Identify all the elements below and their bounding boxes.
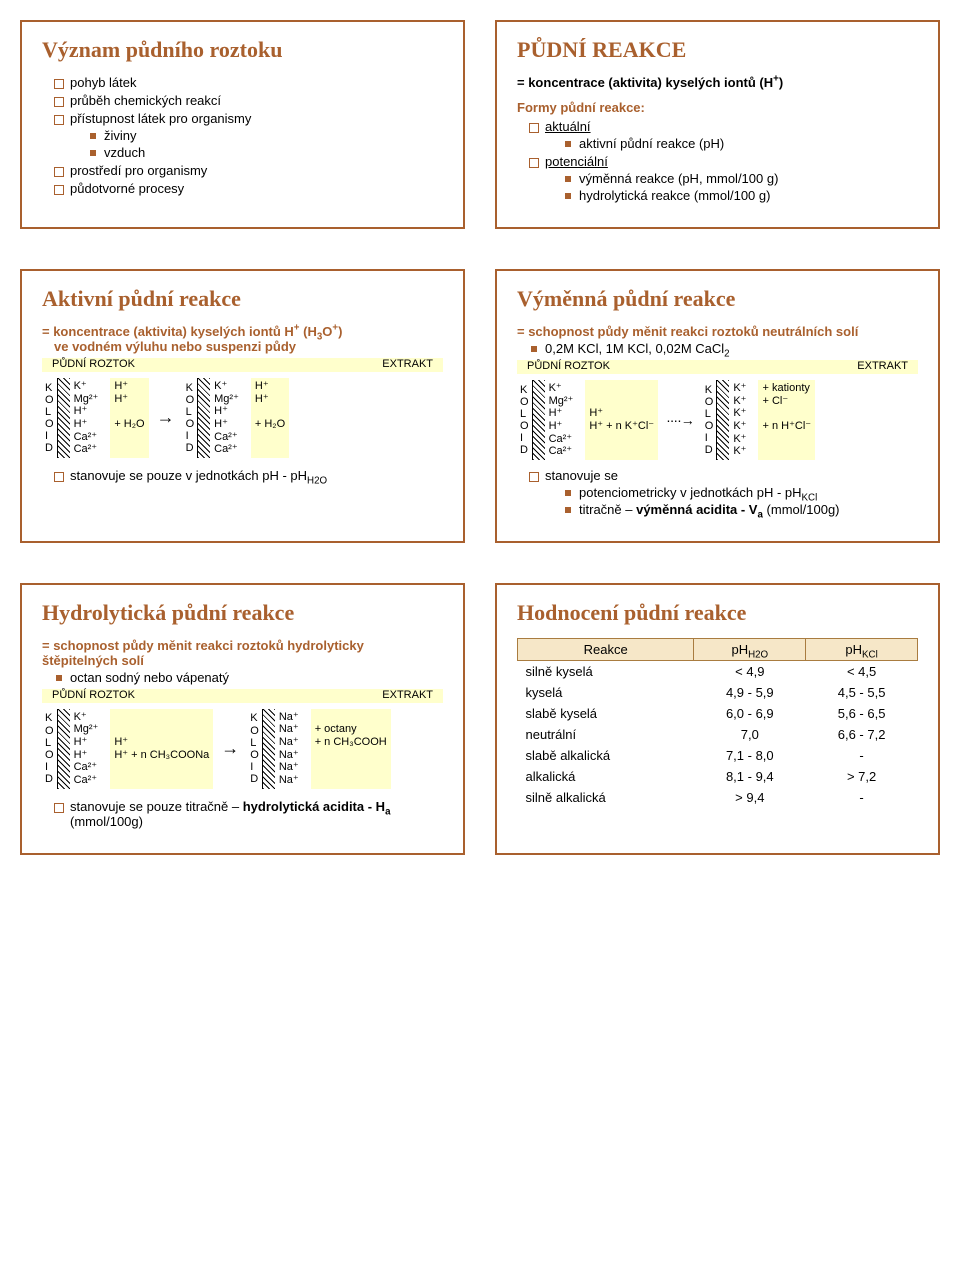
item: živiny (90, 128, 443, 143)
rating-table: Reakce pHH2O pHKCl silně kyselá< 4,9< 4,… (517, 638, 918, 808)
table-row: alkalická8,1 - 9,4> 7,2 (518, 766, 918, 787)
item: aktivní půdní reakce (pH) (565, 136, 918, 151)
table-row: neutrální7,06,6 - 7,2 (518, 724, 918, 745)
table-body: silně kyselá< 4,9< 4,5kyselá4,9 - 5,94,5… (518, 660, 918, 808)
text: přístupnost látek pro organismy (70, 111, 251, 126)
notes: stanovuje se potenciometricky v jednotká… (529, 468, 918, 517)
title: Výměnná půdní reakce (517, 286, 918, 312)
title: Hydrolytická půdní reakce (42, 600, 443, 626)
list: pohyb látek průběh chemických reakcí pří… (54, 75, 443, 196)
item: půdotvorné procesy (54, 181, 443, 196)
title: Hodnocení půdní reakce (517, 600, 918, 626)
panel-pudni-reakce: PŮDNÍ REAKCE = koncentrace (aktivita) ky… (495, 20, 940, 229)
panel-vyznam: Význam půdního roztoku pohyb látek průbě… (20, 20, 465, 229)
labels: PŮDNÍ ROZTOK EXTRAKT (42, 689, 443, 703)
arrow-icon: → (221, 738, 239, 759)
item: potenciální výměnná reakce (pH, mmol/100… (529, 154, 918, 203)
table-row: slabě alkalická7,1 - 8,0- (518, 745, 918, 766)
nested: živiny vzduch (90, 128, 443, 160)
extras: H⁺H⁺ + H₂O (110, 378, 148, 458)
slide-grid: Význam půdního roztoku pohyb látek průbě… (20, 20, 940, 855)
labels: PŮDNÍ ROZTOK EXTRAKT (517, 360, 918, 374)
ions: K⁺Mg²⁺H⁺H⁺Ca²⁺Ca²⁺ (70, 378, 103, 458)
item: výměnná reakce (pH, mmol/100 g) (565, 171, 918, 186)
title: PŮDNÍ REAKCE (517, 37, 918, 63)
arrow-icon: → (157, 407, 175, 428)
diagram: KOLOID K⁺Mg²⁺H⁺H⁺Ca²⁺Ca²⁺ H⁺H⁺ + H₂O → K… (42, 378, 443, 458)
table-row: slabě kyselá6,0 - 6,95,6 - 6,5 (518, 703, 918, 724)
def-line2: ve vodném výluhu nebo suspenzi půdy (42, 339, 443, 354)
forms-list: aktuální aktivní půdní reakce (pH) poten… (529, 119, 918, 203)
item: vzduch (90, 145, 443, 160)
item: aktuální aktivní půdní reakce (pH) (529, 119, 918, 151)
labels: PŮDNÍ ROZTOK EXTRAKT (42, 358, 443, 372)
definition: = schopnost půdy měnit reakci roztoků ne… (517, 324, 918, 339)
k-label: KOLOID (42, 378, 58, 458)
panel-hodnoceni: Hodnocení půdní reakce Reakce pHH2O pHKC… (495, 583, 940, 855)
diagram: KOLOID K⁺Mg²⁺H⁺H⁺Ca²⁺Ca²⁺ H⁺H⁺ + n CH₃CO… (42, 709, 443, 789)
definition: = koncentrace (aktivita) kyselých iontů … (42, 324, 443, 339)
item: pohyb látek (54, 75, 443, 90)
panel-hydrolyticka: Hydrolytická půdní reakce = schopnost pů… (20, 583, 465, 855)
arrow-dashed-icon: ····→ (666, 412, 694, 428)
panel-vymenna: Výměnná půdní reakce = schopnost půdy mě… (495, 269, 940, 543)
table-row: silně kyselá< 4,9< 4,5 (518, 660, 918, 682)
item: hydrolytická reakce (mmol/100 g) (565, 188, 918, 203)
item: octan sodný nebo vápenatý (56, 670, 443, 685)
item: průběh chemických reakcí (54, 93, 443, 108)
koloid-right: KOLOID K⁺Mg²⁺H⁺H⁺Ca²⁺Ca²⁺ (183, 378, 243, 458)
table-row: kyselá4,9 - 5,94,5 - 5,5 (518, 682, 918, 703)
diagram: KOLOID K⁺Mg²⁺H⁺H⁺Ca²⁺Ca²⁺ H⁺H⁺ + n K⁺Cl⁻… (517, 380, 918, 460)
table-header: Reakce pHH2O pHKCl (518, 638, 918, 660)
item: prostředí pro organismy (54, 163, 443, 178)
note: stanovuje se pouze titračně – hydrolytic… (54, 799, 443, 829)
definition: = koncentrace (aktivita) kyselých iontů … (517, 75, 918, 90)
title: Význam půdního roztoku (42, 37, 443, 63)
table-row: silně alkalická> 9,4- (518, 787, 918, 808)
note: stanovuje se pouze v jednotkách pH - pHH… (54, 468, 443, 483)
panel-aktivni: Aktivní půdní reakce = koncentrace (akti… (20, 269, 465, 543)
koloid-left: KOLOID K⁺Mg²⁺H⁺H⁺Ca²⁺Ca²⁺ (42, 378, 102, 458)
item: přístupnost látek pro organismy živiny v… (54, 111, 443, 160)
forms-label: Formy půdní reakce: (517, 100, 918, 115)
definition: = schopnost půdy měnit reakci roztoků hy… (42, 638, 443, 668)
title: Aktivní půdní reakce (42, 286, 443, 312)
